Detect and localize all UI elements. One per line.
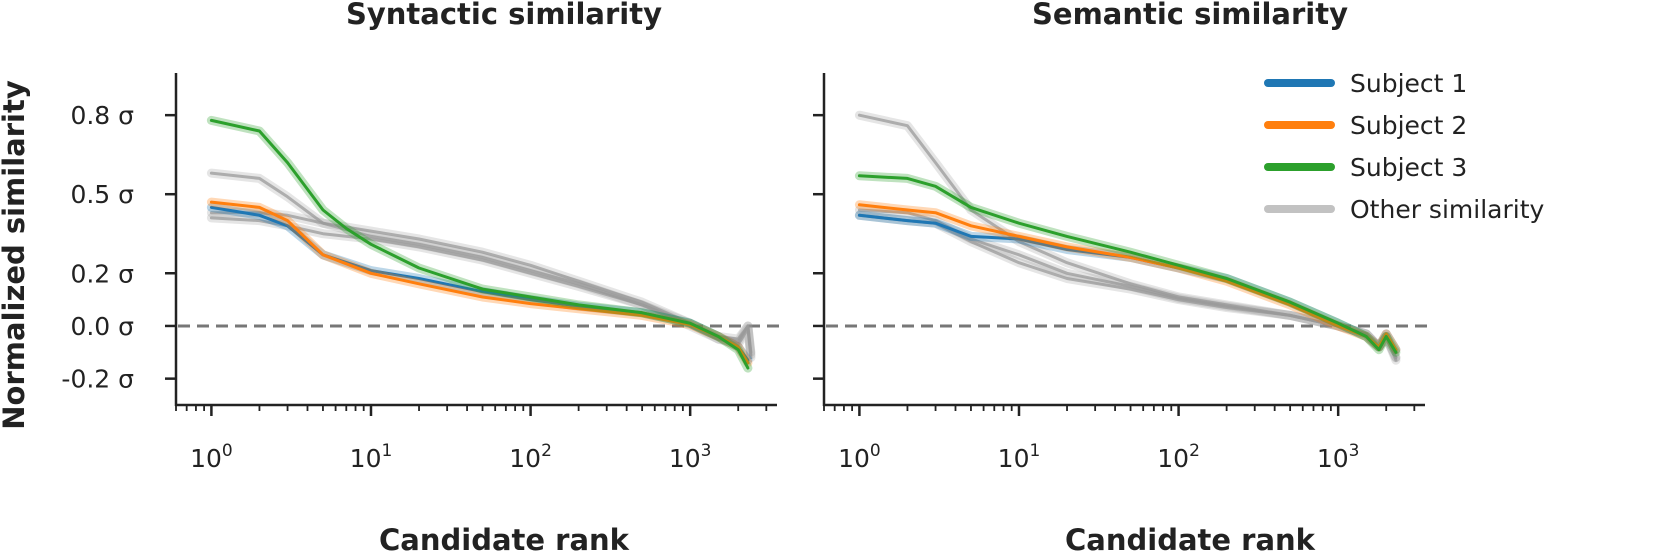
x-tick-label: 102 <box>1157 441 1200 473</box>
x-tick-label: 100 <box>838 441 881 473</box>
series-line-subject-3 <box>209 118 750 370</box>
legend-label: Subject 3 <box>1350 153 1467 182</box>
series-line-subject-3 <box>857 174 1398 354</box>
y-tick-label: 0.0 σ <box>70 312 134 341</box>
x-tick-label: 101 <box>998 441 1041 473</box>
axes-group: -0.2 σ 0.0 σ 0.2 σ 0.5 σ 0.8 σ 100 101 102 103 <box>61 73 777 473</box>
x-tick-label: 101 <box>350 441 393 473</box>
series-band-other-similarity <box>854 205 1401 363</box>
series-band-subject-3 <box>206 115 753 373</box>
series-line-subject-2 <box>209 200 750 365</box>
y-axis-label: Normalized similarity <box>0 80 31 430</box>
legend-label: Subject 1 <box>1350 69 1467 98</box>
x-tick-label: 103 <box>1317 441 1360 473</box>
semantic-title: Semantic similarity <box>1032 0 1348 31</box>
series-band-subject-3 <box>854 171 1401 357</box>
syntactic-panel: Syntactic similarity -0.2 σ 0.0 σ 0.2 σ 0.5… <box>0 0 779 557</box>
series-line-other-similarity <box>209 211 753 357</box>
y-tick-label: 0.5 σ <box>70 180 134 209</box>
axes-group: 100 101 102 103 <box>813 73 1425 473</box>
legend-label: Subject 2 <box>1350 111 1467 140</box>
y-tick-label: 0.8 σ <box>70 101 134 130</box>
x-tick-label: 102 <box>509 441 552 473</box>
x-axis-label: Candidate rank <box>1065 523 1316 557</box>
legend-label: Other similarity <box>1350 195 1544 224</box>
y-tick-label: -0.2 σ <box>61 365 134 394</box>
series-group <box>206 115 756 373</box>
x-tick-label: 103 <box>669 441 712 473</box>
x-tick-label: 100 <box>190 441 233 473</box>
legend: Subject 1 Subject 2 Subject 3 Other similar… <box>1264 69 1544 224</box>
series-line-other-similarity <box>209 171 753 354</box>
semantic-panel: Semantic similarity 100 101 102 103 Candida… <box>813 0 1427 557</box>
series-group <box>854 110 1401 365</box>
x-axis-label: Candidate rank <box>379 523 630 557</box>
syntactic-title: Syntactic similarity <box>346 0 662 31</box>
y-tick-label: 0.2 σ <box>70 259 134 288</box>
